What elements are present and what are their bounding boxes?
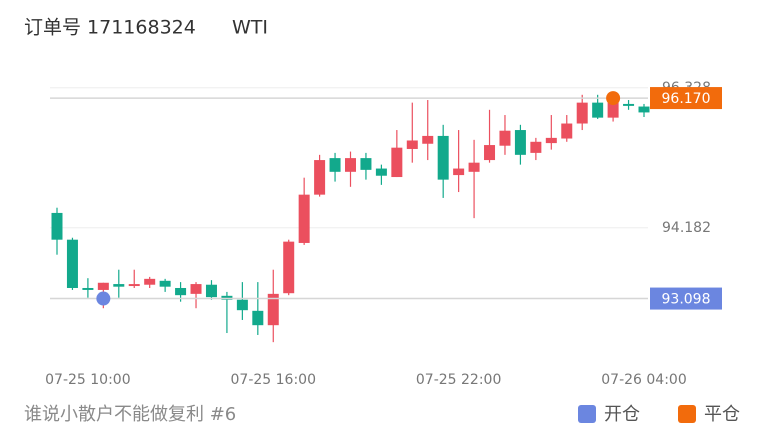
candle-body — [252, 310, 264, 326]
candle-body — [576, 102, 588, 124]
candle-body — [298, 194, 310, 243]
title: 订单号 171168324 — [24, 17, 196, 39]
candle-body — [144, 278, 156, 285]
price-label-box — [650, 87, 722, 110]
candle-body — [406, 140, 418, 149]
candle-body — [638, 106, 650, 113]
candle-body — [514, 130, 526, 155]
candle-body — [623, 103, 635, 106]
candle-body — [360, 158, 372, 170]
legend-swatch — [578, 405, 596, 423]
candle-body — [51, 212, 63, 240]
candle-body — [128, 284, 140, 287]
candle-body — [545, 137, 557, 144]
candle-body — [159, 280, 171, 287]
candle-body — [205, 284, 217, 298]
candle-body — [375, 168, 387, 176]
candle-body — [113, 284, 125, 287]
candle-body — [453, 168, 465, 176]
candle-body — [175, 287, 187, 296]
candle-body — [66, 239, 78, 288]
candle-body — [468, 162, 480, 172]
candle-body — [561, 123, 573, 139]
candle-body — [499, 130, 511, 146]
candle-body — [592, 102, 604, 118]
candle-body — [82, 287, 94, 290]
candle-body — [607, 101, 619, 118]
candle-body — [314, 160, 326, 195]
footer: 谁说小散户不能做复利 #6 — [24, 404, 236, 425]
price-label-box — [650, 287, 722, 310]
legend-swatch — [678, 405, 696, 423]
candle-body — [391, 147, 403, 178]
candle-body — [437, 135, 449, 180]
trade-marker — [606, 91, 621, 106]
price-label: 93.098 — [662, 292, 711, 308]
price-label: 96.170 — [662, 91, 711, 107]
x-tick-label: 07-25 16:00 — [231, 372, 316, 388]
legend-label: 开仓 — [604, 404, 640, 425]
legend-label: 平仓 — [704, 404, 740, 425]
candle-body — [329, 158, 341, 172]
candle-body — [345, 158, 356, 172]
candle-body — [221, 295, 233, 300]
candle-body — [422, 135, 434, 144]
x-tick-label: 07-25 10:00 — [45, 372, 130, 388]
subtitle: WTI — [232, 17, 268, 39]
candle-body — [267, 293, 279, 326]
candle-body — [236, 299, 248, 311]
candle-body — [530, 141, 542, 153]
candle-body — [97, 282, 109, 290]
candle-body — [190, 284, 202, 294]
x-tick-label: 07-26 04:00 — [601, 372, 686, 388]
candle-body — [484, 145, 496, 161]
candle-body — [283, 241, 295, 294]
trade-marker — [96, 291, 111, 306]
x-tick-label: 07-25 22:00 — [416, 372, 501, 388]
y-tick-label: 94.182 — [662, 220, 711, 236]
